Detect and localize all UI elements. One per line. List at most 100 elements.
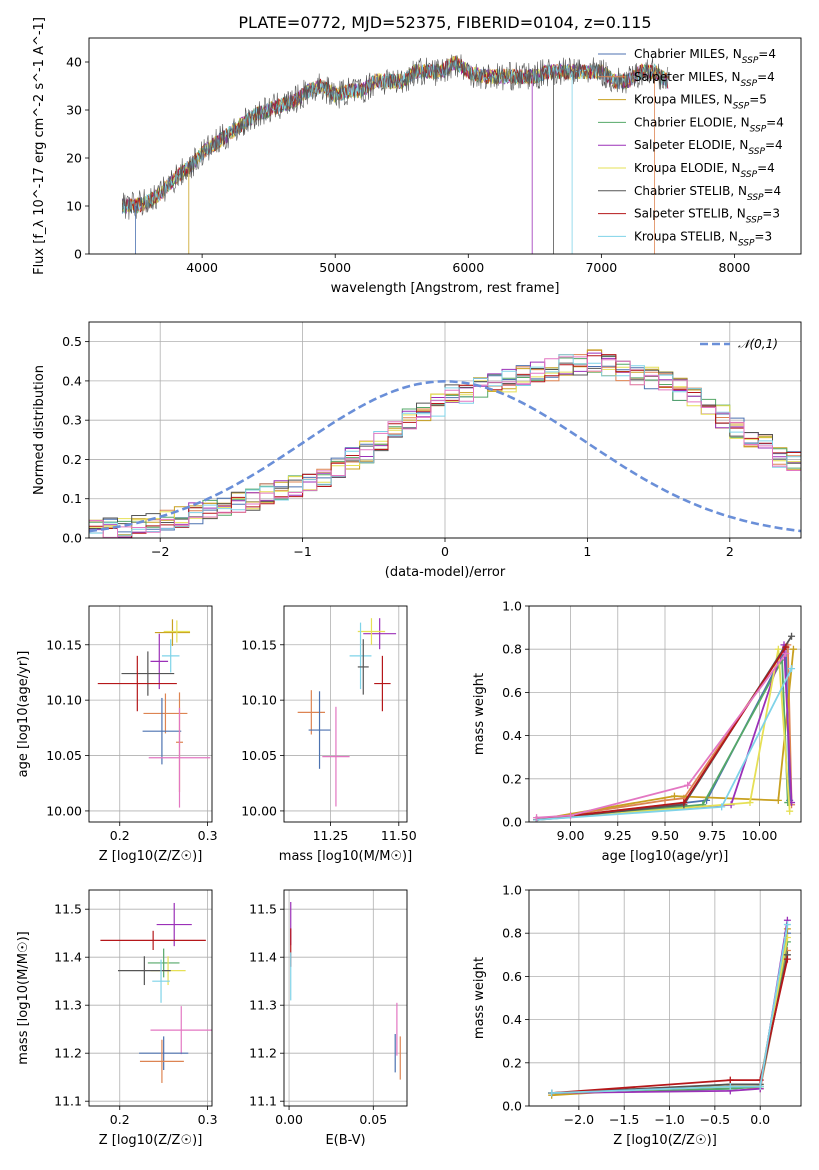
errorbar-point [297, 690, 325, 735]
weight-marker [533, 814, 541, 822]
x-tick-label: 9.75 [698, 828, 726, 843]
axes-frame [88, 37, 802, 255]
axes-frame [283, 605, 408, 823]
weight-marker [782, 643, 790, 651]
y-tick-label: 0.8 [502, 926, 522, 941]
errorbar-point [374, 655, 391, 712]
errorbar-point [147, 948, 180, 978]
normal-legend-label: 𝒩(0,1) [738, 337, 778, 351]
errorbar-point [161, 639, 180, 673]
y-tick-label: 40 [66, 55, 82, 70]
weight-marker [548, 1089, 556, 1097]
y-axis-label: mass [log10(M/M☉)] [16, 931, 31, 1064]
normal-curve [89, 379, 801, 533]
x-tick-label: 2 [726, 544, 734, 559]
errorbar-point [349, 622, 372, 690]
errorbar-point [357, 618, 386, 645]
errorbar-point [148, 707, 211, 808]
y-tick-label: 10.15 [241, 637, 277, 652]
errorbar-point [357, 639, 369, 695]
weight-marker [774, 796, 782, 804]
y-tick-label: 11.1 [54, 1094, 82, 1109]
x-tick-label: 0.2 [110, 1112, 130, 1127]
plot-area-residuals [89, 349, 801, 538]
y-axis-label: Flux [f_λ 10^-17 erg cm^-2 s^-1 A^-1] [32, 17, 47, 275]
axes-frame [88, 605, 213, 823]
y-tick-label: 1.0 [502, 883, 522, 898]
x-tick-label: 0.0 [750, 1112, 770, 1127]
y-tick-label: 0.3 [62, 413, 82, 428]
x-tick-label: −1 [293, 544, 311, 559]
plot-area-mass-vs-Z [100, 902, 212, 1083]
weight-line-8 [536, 646, 787, 821]
errorbar-point [121, 651, 175, 696]
errorbar-point [117, 956, 171, 986]
y-tick-label: 0.4 [502, 1012, 522, 1027]
y-tick-label: 10.05 [46, 748, 82, 763]
weight-marker [684, 781, 692, 789]
panel-age-vs-mass: 11.25 11.50 10.00 10.05 10.10 10.15 mass [log1… [241, 605, 417, 864]
legend-entry: Salpeter ELODIE, NSSP=4 [634, 138, 783, 157]
x-axis-label: mass [log10(M/M☉)] [279, 849, 412, 864]
axes-frame [528, 605, 802, 823]
x-axis-label: Z [log10(Z/Z☉)] [99, 1133, 203, 1148]
legend-entry: Kroupa ELODIE, NSSP=4 [634, 161, 775, 180]
x-tick-label: −2.0 [564, 1112, 594, 1127]
y-tick-label: 10.10 [241, 693, 277, 708]
errorbar-point [308, 691, 331, 769]
y-tick-label: 11.1 [249, 1094, 277, 1109]
errorbar-point [142, 697, 182, 765]
axes-frame [283, 889, 408, 1107]
y-tick-label: 11.4 [249, 950, 277, 965]
panel-age-vs-Z: 0.2 0.3 10.00 10.05 10.10 10.15 Z [log10(Z/Z☉)… [16, 605, 218, 864]
plot-area-mass-vs-EBV [290, 902, 401, 1080]
y-tick-label: 0.2 [502, 771, 522, 786]
y-tick-label: 11.5 [54, 902, 82, 917]
panel-residuals: −2 −1 0 1 2 0.0 0.1 0.2 0.3 0.4 0.5 (data-model)/er… [32, 321, 802, 580]
y-tick-label: 10.05 [241, 748, 277, 763]
legend-entry: Chabrier STELIB, NSSP=4 [634, 184, 781, 203]
y-axis-label: mass weight [472, 957, 487, 1039]
weight-marker [789, 645, 797, 653]
plot-area-Z-weights [548, 916, 791, 1099]
x-axis-label: (data-model)/error [385, 565, 506, 580]
x-tick-label: 9.50 [651, 828, 679, 843]
weight-marker [783, 921, 791, 929]
x-tick-label: 0.2 [110, 828, 130, 843]
y-tick-label: 11.3 [249, 998, 277, 1013]
axes-frame [88, 321, 802, 539]
y-tick-label: 11.3 [54, 998, 82, 1013]
x-axis-label: wavelength [Angstrom, rest frame] [331, 281, 560, 296]
y-tick-label: 0.0 [62, 531, 82, 546]
plot-area-age-vs-mass [297, 618, 397, 807]
legend-entry: Salpeter MILES, NSSP=4 [634, 70, 775, 89]
errorbar-point [97, 655, 177, 712]
y-tick-label: 0.0 [502, 815, 522, 830]
errorbar-point [152, 959, 170, 1003]
y-tick-label: 0.4 [502, 728, 522, 743]
x-tick-label: 9.25 [604, 828, 632, 843]
x-tick-label: 0.00 [275, 1112, 303, 1127]
weight-marker [774, 645, 782, 653]
histogram-step-10 [89, 356, 801, 538]
errorbar-point [154, 619, 191, 646]
weight-line-6 [536, 648, 791, 821]
y-tick-label: 11.2 [54, 1046, 82, 1061]
legend-entry: Kroupa MILES, NSSP=5 [634, 93, 767, 112]
spectrum-line-7 [122, 54, 669, 220]
weight-line-9 [551, 924, 789, 1094]
weight-marker [726, 1076, 734, 1084]
y-tick-label: 10.15 [46, 637, 82, 652]
weight-marker [670, 792, 678, 800]
plot-area-spectrum [121, 54, 669, 254]
panel-spectrum: 4000 5000 6000 7000 8000 0 10 20 30 40 wavelength … [32, 17, 802, 296]
y-tick-label: 0.2 [502, 1055, 522, 1070]
y-tick-label: 1.0 [502, 599, 522, 614]
y-tick-label: 11.4 [54, 950, 82, 965]
weight-marker [756, 1083, 764, 1091]
weight-marker [718, 803, 726, 811]
x-tick-label: 10.00 [742, 828, 778, 843]
legend-entry: Chabrier ELODIE, NSSP=4 [634, 115, 784, 134]
errorbar-point [163, 620, 191, 643]
